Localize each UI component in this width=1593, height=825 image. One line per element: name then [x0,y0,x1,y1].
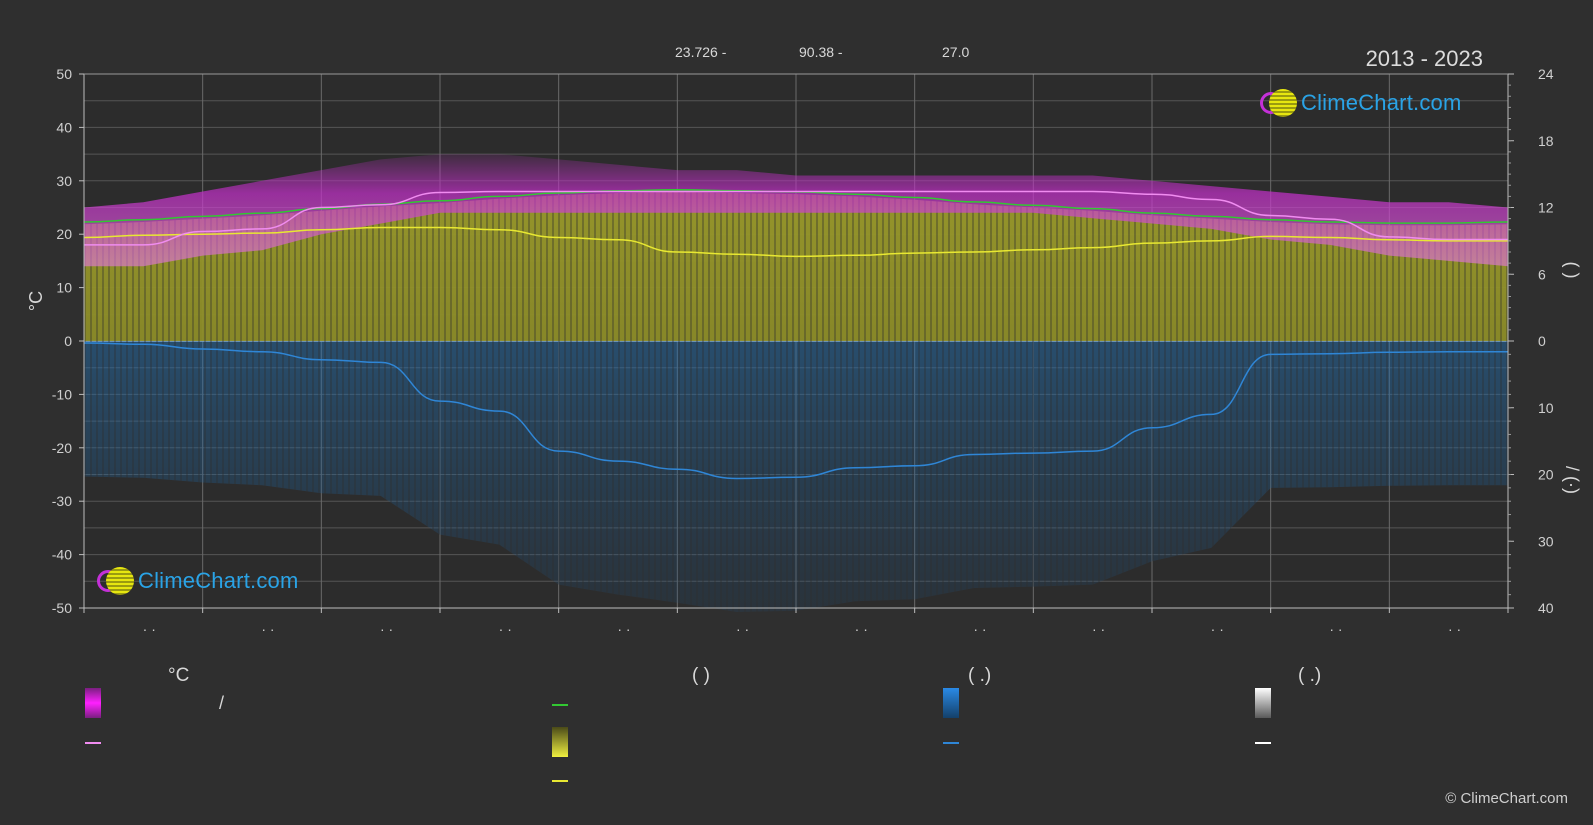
month-label: · · [143,621,156,637]
month-label: · · [855,621,868,637]
left-tick-label: 50 [56,66,72,82]
right-bottom-tick-label: 20 [1538,467,1554,483]
right-top-tick-label: 12 [1538,200,1554,216]
month-label: · · [1329,621,1342,637]
legend-daylight-swatch [552,704,568,706]
left-tick-label: 10 [56,280,72,296]
left-tick-label: 40 [56,119,72,135]
left-tick-label: 0 [64,333,72,349]
right-top-tick-label: 6 [1538,266,1546,282]
logo-sun-icon [106,567,134,595]
right-top-axis-title: ( ) [1562,262,1582,279]
legend-rain-heading: ( .) [968,665,992,686]
left-tick-label: -40 [52,547,72,563]
range-value-1: 23.726 - [675,44,727,60]
left-tick-label: 30 [56,173,72,189]
copyright: © ClimeChart.com [1445,790,1568,807]
left-tick-label: 20 [56,226,72,242]
legend-snow-swatch [1255,688,1271,718]
legend: °C ( ) ( .) ( .) / [0,655,1593,795]
legend-snow-heading: ( .) [1298,665,1322,686]
legend-temp-range-swatch [85,688,101,718]
month-label: · · [1092,621,1105,637]
left-tick-label: -30 [52,493,72,509]
data-bands [84,154,1508,612]
right-bottom-tick-label: 40 [1538,600,1554,616]
right-top-tick-label: 0 [1538,333,1546,349]
left-tick-label: -50 [52,600,72,616]
month-label: · · [973,621,986,637]
logo-sun-icon [1269,89,1297,117]
left-tick-label: -10 [52,386,72,402]
right-top-tick-label: 24 [1538,66,1554,82]
right-bottom-tick-label: 10 [1538,400,1554,416]
sunshine-line [83,226,1508,258]
left-tick-label: -20 [52,440,72,456]
data-lines [83,188,1509,480]
axes: 50 40 30 20 10 0 -10 -20 -30 -40 -50 °C 24 18 12 6 0 10 20… [26,66,1582,637]
precipitation-line [83,342,1508,480]
legend-sun-heading: ( ) [692,665,710,686]
right-bottom-axis-title: / (·) [1562,466,1582,494]
right-bottom-tick-label: 30 [1538,533,1554,549]
logo-bottom[interactable]: ClimeChart.com [97,567,299,595]
temperature-range-band [84,154,1508,267]
logo-text: ClimeChart.com [1301,90,1462,115]
mean-temperature-line [84,190,1508,246]
legend-temp-separator: / [219,693,225,713]
legend-mean-temp-swatch [85,742,101,744]
month-label: · · [1211,621,1224,637]
logo-text: ClimeChart.com [138,568,299,593]
legend-temp-heading: °C [168,665,190,686]
legend-snow-line-swatch [1255,742,1271,744]
year-range: 2013 - 2023 [1365,46,1483,71]
right-top-tick-label: 18 [1538,133,1554,149]
month-label: · · [1448,621,1461,637]
range-value-3: 27.0 [942,44,970,60]
left-axis-title: °C [26,291,46,311]
month-label: · · [499,621,512,637]
month-label: · · [736,621,749,637]
month-label: · · [380,621,393,637]
legend-precip-swatch [943,688,959,718]
legend-sunshine-line-swatch [552,780,568,782]
legend-precip-line-swatch [943,742,959,744]
logo-top[interactable]: ClimeChart.com [1260,89,1462,117]
month-label: · · [617,621,630,637]
month-label: · · [261,621,274,637]
sunshine-texture [84,191,1508,341]
range-value-2: 90.38 - [799,44,843,60]
legend-sunshine-swatch [552,727,568,757]
